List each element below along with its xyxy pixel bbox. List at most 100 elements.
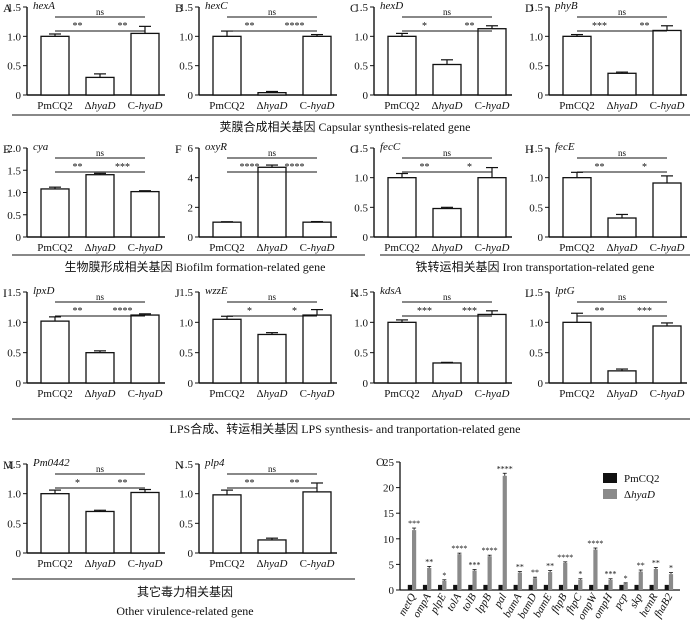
panel-title: kdsA: [380, 285, 402, 297]
sig-label: ns: [96, 464, 105, 474]
bar-hyad: [502, 475, 507, 590]
bar-hyad: [412, 530, 417, 590]
y-tick-label: 0: [16, 548, 22, 560]
y-tick-label: 6: [188, 143, 194, 155]
bar-pmcq2: [407, 584, 412, 590]
y-tick-label: 0: [16, 378, 22, 390]
bar: [607, 217, 637, 238]
bar: [212, 494, 242, 554]
bar: [607, 72, 637, 96]
bar: [652, 182, 682, 238]
bar: [302, 314, 332, 384]
panel-letter: L: [525, 286, 532, 300]
y-tick-label: 0: [538, 232, 544, 244]
y-tick-label: 0.5: [354, 348, 368, 360]
bar: [562, 321, 592, 384]
category-label: PmCQ2: [209, 388, 244, 400]
bar-pmcq2: [438, 584, 443, 590]
sig-label: ns: [268, 464, 277, 474]
bar: [302, 491, 332, 554]
category-label: ΔhyaD: [85, 100, 116, 112]
sig-label: **: [425, 557, 433, 566]
bar-pmcq2: [634, 584, 639, 590]
y-tick-label: 1.0: [7, 31, 21, 43]
bar-pmcq2: [649, 584, 654, 590]
sig-label: **: [73, 21, 83, 32]
sig-label: ***: [408, 519, 420, 528]
panel-title: phyB: [554, 0, 578, 12]
bar-hyad: [653, 569, 658, 590]
sig-label: ****: [497, 464, 513, 473]
bar: [562, 35, 592, 96]
category-label: ΔhyaD: [257, 558, 288, 570]
y-tick-label: 0.5: [7, 210, 21, 222]
category-label: PmCQ2: [559, 100, 594, 112]
sig-label: *: [442, 571, 446, 580]
y-tick-label: 1.5: [7, 459, 21, 471]
caption-capsular: 荚膜合成相关基因 Capsular synthesis-related gene: [220, 119, 471, 134]
category-label: C-hyaD: [300, 388, 335, 400]
bar: [257, 92, 287, 96]
sig-label: ns: [96, 148, 105, 158]
bar: [85, 76, 115, 96]
panel-title: lpxD: [33, 285, 54, 297]
y-tick-label: 4: [188, 173, 194, 185]
sig-label: *: [578, 570, 582, 579]
y-tick-label: 1.5: [7, 165, 21, 177]
y-tick-label: 1.5: [529, 143, 543, 155]
sig-label: ***: [637, 306, 652, 317]
y-tick-label: 20: [383, 483, 395, 495]
category-label: C-hyaD: [128, 100, 163, 112]
panel-letter: F: [175, 142, 182, 156]
bar: [432, 63, 462, 96]
panel-title: cya: [33, 141, 49, 153]
category-label: C-hyaD: [650, 388, 685, 400]
legend-label: PmCQ2: [624, 473, 659, 485]
sig-label: **: [465, 21, 475, 32]
sig-label: ****: [557, 553, 573, 562]
sig-label: **: [546, 562, 554, 571]
bar: [40, 35, 70, 96]
y-tick-label: 1.5: [7, 287, 21, 299]
y-tick-label: 5: [389, 559, 395, 571]
y-tick-label: 1.0: [354, 173, 368, 185]
panel-letter: J: [175, 286, 180, 300]
y-tick-label: 2: [188, 202, 194, 214]
bar-hyad: [668, 574, 674, 590]
sig-label: ns: [443, 292, 452, 302]
sig-label: **: [118, 21, 128, 32]
category-label: ΔhyaD: [257, 100, 288, 112]
bar-hyad: [487, 556, 492, 590]
panel-title: hexA: [33, 0, 55, 12]
sig-label: ns: [268, 292, 277, 302]
y-tick-label: 0.5: [529, 348, 543, 360]
category-label: PmCQ2: [209, 242, 244, 254]
panel-letter: A: [3, 1, 12, 15]
category-label: ΔhyaD: [85, 242, 116, 254]
panel-letter: N: [175, 458, 184, 472]
sig-label: *: [422, 21, 427, 32]
bar-pmcq2: [558, 584, 564, 590]
sig-label: **: [73, 162, 83, 173]
sig-label: ***: [462, 306, 477, 317]
y-tick-label: 0.5: [354, 61, 368, 73]
category-label: ΔhyaD: [607, 100, 638, 112]
category-label: ΔhyaD: [257, 242, 288, 254]
panel-title: hexC: [205, 0, 228, 12]
y-tick-label: 1.5: [354, 143, 368, 155]
category-label: C-hyaD: [475, 242, 510, 254]
y-tick-label: 0.5: [179, 518, 193, 530]
sig-label: ns: [618, 292, 627, 302]
y-tick-label: 0: [16, 232, 22, 244]
bar-pmcq2: [543, 584, 548, 590]
bar: [40, 493, 70, 554]
panel-letter: O: [376, 455, 385, 469]
y-tick-label: 1.5: [7, 2, 21, 14]
y-tick-label: 1.0: [179, 489, 193, 501]
